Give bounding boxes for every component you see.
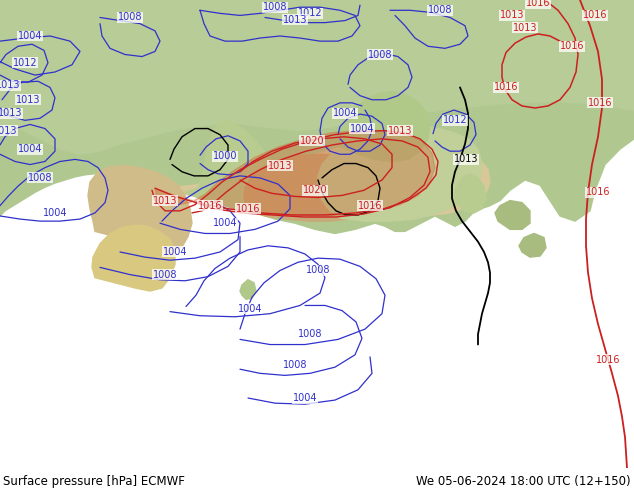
Polygon shape: [244, 154, 392, 221]
Text: 1016: 1016: [586, 187, 611, 197]
Polygon shape: [454, 174, 486, 213]
Text: 1008: 1008: [298, 329, 322, 339]
Text: 1016: 1016: [588, 98, 612, 108]
Text: 1013: 1013: [0, 125, 17, 136]
Text: 1016: 1016: [198, 201, 223, 211]
Text: 1013: 1013: [0, 80, 20, 90]
Text: 1020: 1020: [302, 185, 327, 196]
Text: 1008: 1008: [368, 49, 392, 59]
Text: 1004: 1004: [333, 108, 357, 118]
Text: 1016: 1016: [526, 0, 550, 8]
Text: 1013: 1013: [454, 154, 478, 165]
Text: 1020: 1020: [300, 136, 325, 146]
Text: 1008: 1008: [118, 12, 142, 23]
Text: 1004: 1004: [42, 208, 67, 218]
Polygon shape: [519, 233, 546, 257]
Polygon shape: [0, 0, 634, 233]
Text: 1008: 1008: [28, 173, 52, 183]
Text: 1008: 1008: [428, 5, 452, 15]
Text: 1013: 1013: [268, 161, 292, 171]
Text: 1004: 1004: [213, 218, 237, 228]
Text: 1008: 1008: [306, 266, 330, 275]
Polygon shape: [0, 0, 634, 154]
Text: 1013: 1013: [16, 95, 40, 105]
Polygon shape: [92, 225, 175, 291]
Text: We 05-06-2024 18:00 UTC (12+150): We 05-06-2024 18:00 UTC (12+150): [416, 474, 631, 488]
Text: 1016: 1016: [583, 10, 607, 21]
Polygon shape: [88, 166, 192, 252]
Text: 1016: 1016: [560, 41, 585, 51]
Text: 1012: 1012: [298, 8, 322, 18]
Polygon shape: [340, 92, 430, 162]
Text: 1004: 1004: [163, 247, 187, 257]
Text: 1013: 1013: [500, 10, 524, 21]
Text: 1013: 1013: [513, 23, 537, 33]
Text: 1004: 1004: [238, 303, 262, 314]
Text: 1013: 1013: [388, 125, 412, 136]
Polygon shape: [495, 200, 530, 229]
Text: 1012: 1012: [443, 115, 467, 125]
Text: 1000: 1000: [213, 151, 237, 161]
Text: Surface pressure [hPa] ECMWF: Surface pressure [hPa] ECMWF: [3, 474, 185, 488]
Text: 1016: 1016: [358, 201, 382, 211]
Text: 1013: 1013: [0, 108, 22, 118]
Text: 1008: 1008: [283, 360, 307, 370]
Text: 1004: 1004: [18, 144, 42, 154]
Text: 1008: 1008: [262, 2, 287, 12]
Text: 1004: 1004: [18, 31, 42, 41]
Polygon shape: [155, 131, 435, 216]
Text: 1016: 1016: [494, 82, 518, 93]
Text: 1013: 1013: [153, 196, 178, 205]
Polygon shape: [185, 121, 280, 213]
Text: 1013: 1013: [283, 15, 307, 24]
Polygon shape: [100, 139, 490, 219]
Text: 1012: 1012: [13, 58, 37, 68]
Text: 1008: 1008: [153, 270, 178, 280]
Polygon shape: [240, 280, 256, 299]
Text: 1004: 1004: [293, 393, 317, 403]
Polygon shape: [318, 126, 482, 221]
Text: 1004: 1004: [350, 123, 374, 134]
Text: 1016: 1016: [596, 355, 620, 365]
Text: 1016: 1016: [236, 204, 260, 214]
